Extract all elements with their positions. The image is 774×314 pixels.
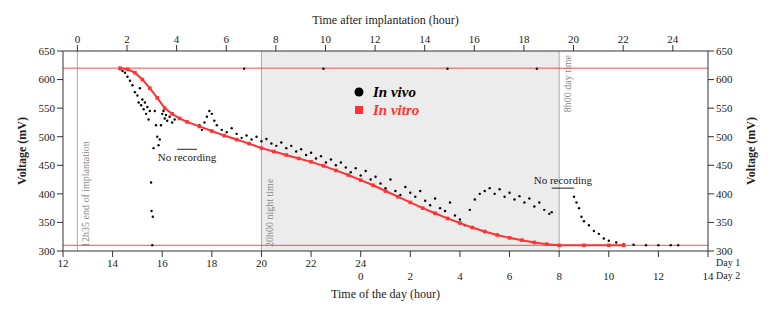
svg-text:Day 2: Day 2	[716, 270, 740, 281]
svg-text:4: 4	[174, 33, 180, 45]
svg-text:650: 650	[39, 45, 56, 57]
svg-text:8h00 day time: 8h00 day time	[562, 54, 573, 112]
svg-text:350: 350	[39, 216, 56, 228]
html-text:In vivo: In vivo	[373, 83, 416, 100]
svg-text:4: 4	[457, 270, 463, 282]
svg-text:10: 10	[320, 33, 332, 45]
svg-text:14: 14	[107, 257, 119, 269]
svg-text:450: 450	[39, 159, 56, 171]
svg-text:6: 6	[223, 33, 229, 45]
svg-text:650: 650	[716, 45, 733, 57]
svg-text:450: 450	[716, 159, 733, 171]
svg-text:No recording: No recording	[534, 174, 593, 186]
svg-text:600: 600	[716, 73, 733, 85]
svg-text:600: 600	[39, 73, 56, 85]
svg-text:8: 8	[556, 270, 562, 282]
svg-text:12h35 end of implantation: 12h35 end of implantation	[80, 141, 91, 247]
svg-text:20: 20	[568, 33, 580, 45]
svg-text:16: 16	[157, 257, 169, 269]
svg-text:24: 24	[667, 33, 679, 45]
svg-text:400: 400	[716, 188, 733, 200]
svg-text:500: 500	[716, 131, 733, 143]
svg-text:14: 14	[703, 270, 715, 282]
svg-text:550: 550	[39, 102, 56, 114]
svg-text:14: 14	[419, 33, 431, 45]
html-text:In vitro: In vitro	[373, 101, 420, 118]
svg-text:Time of the day (hour): Time of the day (hour)	[331, 287, 440, 301]
svg-text:550: 550	[716, 102, 733, 114]
svg-text:6: 6	[507, 270, 513, 282]
svg-text:12: 12	[653, 270, 664, 282]
svg-text:16: 16	[469, 33, 481, 45]
svg-text:0: 0	[358, 270, 364, 282]
svg-text:No recording: No recording	[158, 151, 217, 163]
svg-text:2: 2	[408, 270, 414, 282]
svg-text:12: 12	[370, 33, 381, 45]
svg-text:20: 20	[256, 257, 268, 269]
svg-text:0: 0	[75, 33, 81, 45]
svg-text:Day 1: Day 1	[716, 257, 740, 268]
svg-text:2: 2	[124, 33, 130, 45]
svg-text:8: 8	[273, 33, 279, 45]
svg-text:18: 18	[206, 257, 218, 269]
svg-text:20h00 night time: 20h00 night time	[264, 178, 275, 247]
svg-text:Voltage (mV): Voltage (mV)	[744, 117, 758, 185]
svg-text:24: 24	[355, 257, 367, 269]
svg-text:Time after implantation (hour): Time after implantation (hour)	[312, 13, 459, 27]
svg-text:22: 22	[306, 257, 317, 269]
svg-text:300: 300	[39, 245, 56, 257]
svg-text:400: 400	[39, 188, 56, 200]
svg-text:350: 350	[716, 216, 733, 228]
svg-text:22: 22	[618, 33, 629, 45]
svg-text:300: 300	[716, 245, 733, 257]
svg-text:18: 18	[518, 33, 530, 45]
svg-text:Voltage (mV): Voltage (mV)	[15, 117, 29, 185]
svg-text:10: 10	[603, 270, 615, 282]
svg-text:500: 500	[39, 131, 56, 143]
svg-text:12: 12	[58, 257, 69, 269]
